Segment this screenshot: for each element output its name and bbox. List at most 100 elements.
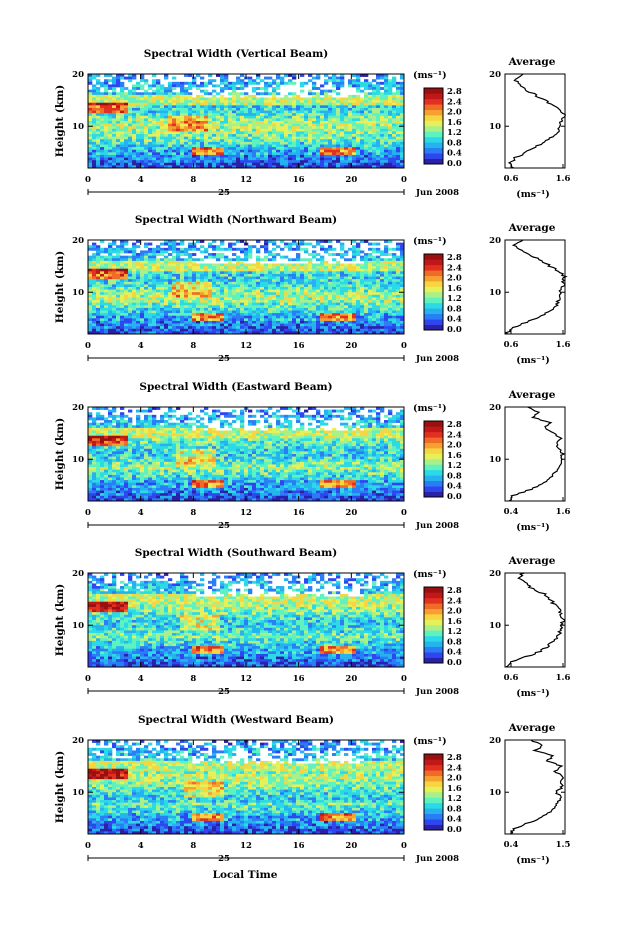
heatmap-cell [96,131,101,135]
heatmap-cell [188,102,193,106]
heatmap-cell [152,162,157,166]
heatmap-cell [252,118,257,122]
heatmap-cell [92,294,97,298]
heatmap-cell [388,165,393,169]
heatmap-cell [328,315,333,319]
heatmap-cell [228,307,233,311]
heatmap-cell [172,115,177,119]
heatmap-cell [144,307,149,311]
heatmap-cell [148,115,153,119]
heatmap-cell [388,87,393,90]
heatmap-cell [148,102,153,106]
heatmap-cell [204,123,209,127]
heatmap-cell [216,297,221,301]
heatmap-cell [104,165,109,169]
heatmap-cell [256,136,261,140]
heatmap-cell [372,247,377,251]
heatmap-cell [220,287,225,290]
heatmap-cell [236,131,241,135]
heatmap-cell [168,253,173,256]
heatmap-cell [224,313,229,317]
heatmap-cell [316,305,321,309]
heatmap-cell [208,115,213,119]
heatmap-cell [164,128,169,132]
heatmap-cell [256,123,261,127]
heatmap-cell [228,281,233,285]
heatmap-cell [88,139,93,143]
heatmap-cell [300,323,305,327]
heatmap-cell [196,287,201,290]
heatmap-cell [188,318,193,322]
heatmap-cell [400,118,405,122]
heatmap-cell [356,110,361,114]
heatmap-cell [132,149,137,153]
heatmap-cell [328,123,333,127]
heatmap-cell [280,134,285,137]
heatmap-cell [128,289,133,293]
heatmap-cell [288,154,293,158]
heatmap-cell [204,154,209,158]
heatmap-cell [264,89,269,93]
heatmap-cell [304,110,309,114]
heatmap-cell [336,118,341,122]
heatmap-cell [380,110,385,114]
heatmap-cell [384,297,389,301]
heatmap-cell [308,110,313,114]
heatmap-cell [260,268,265,272]
heatmap-cell [276,165,281,169]
heatmap-cell [292,74,297,77]
heatmap-cell [112,320,117,324]
heatmap-cell [368,81,373,85]
heatmap-cell [288,110,293,114]
y-axis-label: Height (km) [54,85,66,157]
heatmap-cell [348,110,353,114]
heatmap-cell [100,313,105,317]
heatmap-cell [208,276,213,280]
heatmap-cell [100,81,105,85]
heatmap-cell [196,258,201,262]
heatmap-cell [128,74,133,77]
heatmap-cell [280,76,285,80]
heatmap-cell [120,126,125,130]
heatmap-cell [320,240,325,243]
heatmap-cell [152,315,157,319]
heatmap-cell [292,126,297,130]
heatmap-cell [168,292,173,296]
heatmap-cell [340,128,345,132]
heatmap-cell [296,284,301,288]
heatmap-cell [352,268,357,272]
heatmap-cell [240,74,245,77]
heatmap-cell [384,123,389,127]
heatmap-cell [244,320,249,324]
heatmap-cell [168,245,173,249]
heatmap-cell [184,113,189,117]
heatmap-cell [264,105,269,109]
heatmap-cell [128,162,133,166]
heatmap-cell [100,310,105,314]
heatmap-cell [192,100,197,104]
heatmap-cell [400,107,405,111]
heatmap-cell [168,94,173,98]
heatmap-cell [340,136,345,140]
heatmap-cell [288,157,293,161]
heatmap-cell [292,81,297,85]
heatmap-cell [120,136,125,140]
heatmap-cell [208,121,213,124]
heatmap-cell [168,281,173,285]
heatmap-cell [168,105,173,109]
heatmap-cell [240,113,245,117]
heatmap-cell [104,154,109,158]
heatmap-cell [112,113,117,117]
heatmap-cell [368,302,373,306]
heatmap-cell [380,100,385,104]
heatmap-cell [272,79,277,83]
heatmap-cell [272,253,277,256]
heatmap-cell [232,323,237,327]
heatmap-cell [264,87,269,90]
heatmap-cell [224,110,229,114]
heatmap-cell [352,307,357,311]
heatmap-cell [120,147,125,151]
colorbar-unit: (ms⁻¹) [413,70,447,81]
heatmap-cell [324,121,329,124]
heatmap-cell [304,147,309,151]
